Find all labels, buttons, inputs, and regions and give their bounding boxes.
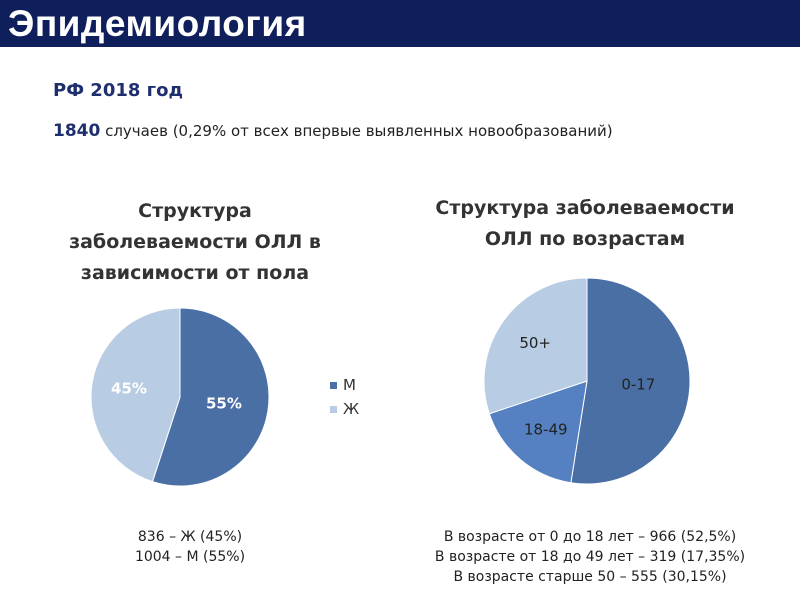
age-pie-slice-1: [488, 380, 588, 484]
age-pie-slice-label-1: 18-49: [524, 420, 568, 438]
gender-pie-slice-0: [151, 307, 270, 487]
gender-chart-title-line: зависимости от пола: [80, 262, 310, 284]
age-pie-slice-0: [570, 277, 691, 485]
age-note: В возрасте от 18 до 49 лет – 319 (17,35%…: [434, 549, 746, 565]
age-pie-slice-label-0: 0-17: [621, 376, 655, 394]
legend-swatch-m: [330, 381, 337, 389]
gender-pie-slice-label-1: 45%: [111, 379, 147, 397]
gender-pie-slice-label-0: 55%: [206, 394, 242, 412]
legend-item-zh: Ж: [330, 397, 359, 421]
age-chart-title-line: ОЛЛ по возрастам: [484, 228, 686, 250]
age-note: В возрасте старше 50 – 555 (30,15%): [453, 569, 727, 585]
legend-label-m: М: [343, 376, 356, 394]
age-note: В возрасте от 0 до 18 лет – 966 (52,5%): [443, 529, 737, 545]
page-title: Эпидемиология: [8, 3, 307, 44]
legend-item-m: М: [330, 373, 359, 397]
age-pie-slice-2: [483, 277, 588, 415]
summary-line: 1840 случаев (0,29% от всех впервые выяв…: [53, 121, 613, 141]
age-chart-title: Структура заболеваемости ОЛЛ по возраста…: [420, 193, 750, 255]
gender-chart-title: Структура заболеваемости ОЛЛ в зависимос…: [60, 196, 330, 289]
gender-note: 1004 – М (55%): [134, 549, 246, 565]
gender-chart-title-line: заболеваемости ОЛЛ в: [69, 231, 321, 253]
summary-text: случаев (0,29% от всех впервые выявленны…: [100, 122, 613, 140]
gender-chart-legend: М Ж: [330, 373, 359, 421]
legend-label-zh: Ж: [343, 400, 360, 418]
gender-pie-slice-1: [90, 307, 181, 483]
gender-note: 836 – Ж (45%): [137, 529, 243, 545]
title-bar: Эпидемиология: [0, 0, 800, 47]
age-notes: В возрасте от 0 до 18 лет – 966 (52,5%) …: [400, 527, 780, 587]
age-chart-title-line: Структура заболеваемости: [435, 197, 735, 219]
gender-notes: 836 – Ж (45%) 1004 – М (55%): [90, 527, 290, 567]
subtitle: РФ 2018 год: [53, 80, 183, 101]
age-pie-slice-label-2: 50+: [519, 334, 551, 352]
gender-chart-title-line: Структура: [138, 200, 252, 222]
legend-swatch-zh: [330, 405, 337, 413]
case-count: 1840: [53, 121, 101, 141]
